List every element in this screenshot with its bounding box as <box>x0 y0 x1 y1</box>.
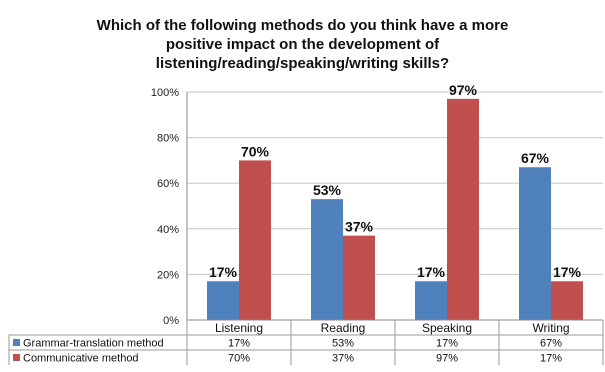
bars <box>207 98 583 320</box>
bar-listening-grammar <box>207 281 239 320</box>
table-value: 67% <box>540 338 562 350</box>
table-value: 17% <box>228 338 250 350</box>
table-value: 97% <box>436 353 458 365</box>
y-tick-label: 40% <box>157 224 179 236</box>
axes: 0% 20% 40% 60% 80% 100% <box>151 87 603 327</box>
table-value: 17% <box>436 338 458 350</box>
table-value: 37% <box>332 353 354 365</box>
x-tick-label: Speaking <box>422 321 472 335</box>
data-table: Listening Reading Speaking Writing Grammar-t… <box>8 320 604 365</box>
table-value: 53% <box>332 338 354 350</box>
y-tick-label: 0% <box>163 315 179 327</box>
data-label: 70% <box>241 143 270 159</box>
y-tick-label: 20% <box>157 269 179 281</box>
bar-reading-grammar <box>311 199 343 320</box>
y-tick-label: 100% <box>151 87 179 99</box>
bar-listening-communicative <box>239 160 271 320</box>
data-label: 17% <box>417 264 446 280</box>
chart-title: Which of the following methods do you th… <box>0 16 605 73</box>
table-value: 17% <box>540 353 562 365</box>
bar-speaking-grammar <box>415 281 447 320</box>
data-label: 17% <box>209 264 238 280</box>
data-label: 37% <box>345 219 374 235</box>
legend-entry: Communicative method <box>23 353 139 365</box>
x-tick-label: Writing <box>532 321 569 335</box>
bar-reading-communicative <box>343 235 375 320</box>
data-label: 53% <box>313 182 342 198</box>
data-labels: 17% 70% 53% 37% 17% 97% 67% 17% <box>209 82 582 280</box>
legend-swatch <box>13 339 20 346</box>
x-tick-label: Listening <box>215 321 263 335</box>
legend-swatch <box>13 354 20 361</box>
y-tick-label: 60% <box>157 178 179 190</box>
bar-writing-grammar <box>519 167 551 320</box>
bar-writing-communicative <box>551 281 583 320</box>
chart-title-line-1: Which of the following methods do you th… <box>96 17 509 34</box>
x-tick-label: Reading <box>321 321 366 335</box>
table-value: 70% <box>228 353 250 365</box>
legend-entry: Grammar-translation method <box>23 338 164 350</box>
chart-title-line-2: positive impact on the development of <box>165 36 440 53</box>
data-label: 97% <box>449 82 478 98</box>
data-label: 17% <box>553 264 582 280</box>
bar-speaking-communicative <box>447 98 479 320</box>
y-tick-label: 80% <box>157 133 179 145</box>
data-label: 67% <box>521 150 550 166</box>
chart-title-line-3: listening/reading/speaking/writing skill… <box>155 55 450 72</box>
